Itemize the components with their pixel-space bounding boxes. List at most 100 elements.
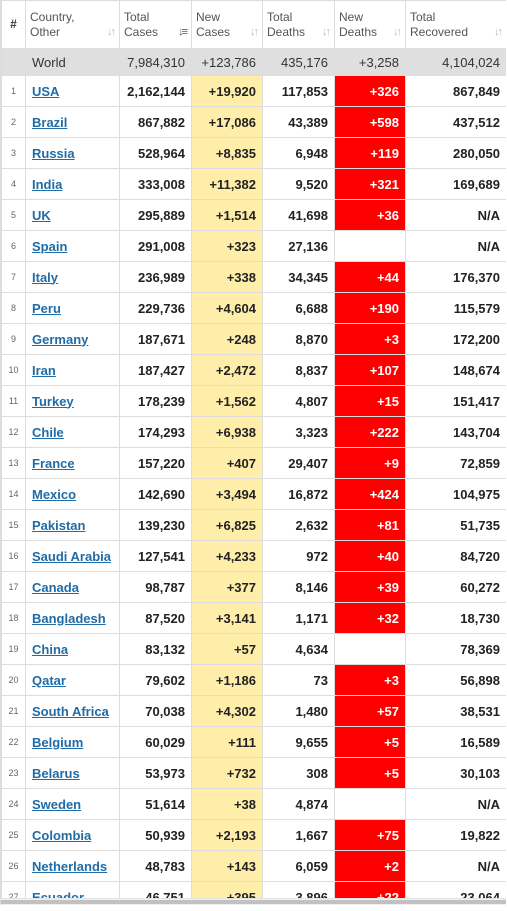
total-cases-cell: 139,230 <box>119 509 192 541</box>
sort-arrows-icon[interactable]: ↓↑ <box>322 26 331 38</box>
country-link[interactable]: Germany <box>32 331 89 347</box>
country-link[interactable]: Italy <box>32 269 59 285</box>
new-deaths-cell <box>334 788 406 820</box>
new-cases-header[interactable]: New Cases ↓↑ <box>191 0 263 49</box>
sort-arrows-icon[interactable]: ↓↑ <box>494 26 503 38</box>
country-link[interactable]: Turkey <box>32 393 74 409</box>
total-recovered-cell: 437,512 <box>405 106 506 138</box>
table-row: 18 Bangladesh 87,520 +3,141 1,171 +32 18,730 <box>1 602 506 634</box>
new-deaths-header[interactable]: New Deaths ↓↑ <box>334 0 406 49</box>
total-deaths-cell: 6,948 <box>262 137 335 169</box>
total-deaths-cell: 1,171 <box>262 602 335 634</box>
new-deaths-cell: +75 <box>334 819 406 851</box>
rank-cell: 13 <box>1 447 26 479</box>
total-recovered-cell: 18,730 <box>405 602 506 634</box>
country-link[interactable]: Qatar <box>32 672 66 688</box>
rank-cell: 11 <box>1 385 26 417</box>
total-recovered-header[interactable]: Total Recovered ↓↑ <box>405 0 506 49</box>
country-link[interactable]: Spain <box>32 238 68 254</box>
country-link[interactable]: Peru <box>32 300 61 316</box>
total-recovered-cell: 19,822 <box>405 819 506 851</box>
rank-cell: 4 <box>1 168 26 200</box>
country-cell: UK <box>25 199 120 231</box>
table-row: 23 Belarus 53,973 +732 308 +5 30,103 <box>1 757 506 789</box>
country-link[interactable]: France <box>32 455 75 471</box>
country-link[interactable]: Belgium <box>32 734 84 750</box>
table-row: 12 Chile 174,293 +6,938 3,323 +222 143,704 <box>1 416 506 448</box>
scrollbar-thumb[interactable] <box>1 900 506 904</box>
country-link[interactable]: India <box>32 176 63 192</box>
country-link[interactable]: Pakistan <box>32 517 86 533</box>
total-recovered-cell: 867,849 <box>405 75 506 107</box>
total-deaths-cell: 29,407 <box>262 447 335 479</box>
new-cases-cell: +407 <box>191 447 263 479</box>
total-deaths-cell: 1,480 <box>262 695 335 727</box>
country-link[interactable]: Netherlands <box>32 858 108 874</box>
new-deaths-cell: +32 <box>334 602 406 634</box>
new-cases-cell: +248 <box>191 323 263 355</box>
total-cases-header[interactable]: Total Cases ↓≡ <box>119 0 192 49</box>
country-link[interactable]: Belarus <box>32 765 80 781</box>
sort-arrows-icon[interactable]: ↓↑ <box>393 26 402 38</box>
total-cases-cell: 98,787 <box>119 571 192 603</box>
header-label-line2: Deaths <box>267 24 306 39</box>
header-label: # <box>10 17 17 31</box>
table-row: 14 Mexico 142,690 +3,494 16,872 +424 104,975 <box>1 478 506 510</box>
total-recovered-cell: 84,720 <box>405 540 506 572</box>
total-recovered-cell: 16,589 <box>405 726 506 758</box>
horizontal-scrollbar[interactable] <box>1 898 506 905</box>
new-deaths-cell: +5 <box>334 726 406 758</box>
country-cell: India <box>25 168 120 200</box>
table-row: 16 Saudi Arabia 127,541 +4,233 972 +40 84,720 <box>1 540 506 572</box>
new-deaths-cell: +5 <box>334 757 406 789</box>
new-cases-cell: +3,141 <box>191 602 263 634</box>
new-deaths-cell: +598 <box>334 106 406 138</box>
total-cases-cell: 867,882 <box>119 106 192 138</box>
table-row: 26 Netherlands 48,783 +143 6,059 +2 N/A <box>1 850 506 882</box>
total-cases-cell: 142,690 <box>119 478 192 510</box>
country-link[interactable]: UK <box>32 207 51 223</box>
country-link[interactable]: Mexico <box>32 486 77 502</box>
rank-cell: 9 <box>1 323 26 355</box>
total-deaths-cell: 6,688 <box>262 292 335 324</box>
country-cell: USA <box>25 75 120 107</box>
sort-arrows-icon[interactable]: ↓↑ <box>107 26 116 38</box>
rank-cell <box>1 48 26 76</box>
total-deaths-cell: 8,146 <box>262 571 335 603</box>
total-cases-cell: 50,939 <box>119 819 192 851</box>
country-link[interactable]: China <box>32 641 69 657</box>
new-cases-cell: +1,562 <box>191 385 263 417</box>
country-link[interactable]: Iran <box>32 362 56 378</box>
header-label-line1: New <box>339 9 364 24</box>
country-link[interactable]: Chile <box>32 424 64 440</box>
sort-desc-active-icon[interactable]: ↓≡ <box>178 26 188 38</box>
table-row: 6 Spain 291,008 +323 27,136 N/A <box>1 230 506 262</box>
country-link[interactable]: Sweden <box>32 796 82 812</box>
total-deaths-cell: 1,667 <box>262 819 335 851</box>
total-deaths-cell: 4,807 <box>262 385 335 417</box>
country-header[interactable]: Country, Other ↓↑ <box>25 0 120 49</box>
sort-arrows-icon[interactable]: ↓↑ <box>250 26 259 38</box>
country-link[interactable]: Brazil <box>32 114 68 130</box>
table-row: 20 Qatar 79,602 +1,186 73 +3 56,898 <box>1 664 506 696</box>
rank-cell: 24 <box>1 788 26 820</box>
header-label-line2: Cases <box>196 24 231 39</box>
country-link[interactable]: Canada <box>32 579 79 595</box>
country-link[interactable]: South Africa <box>32 703 109 719</box>
country-link[interactable]: Colombia <box>32 827 92 843</box>
total-deaths-header[interactable]: Total Deaths ↓↑ <box>262 0 335 49</box>
country-link[interactable]: Russia <box>32 145 75 161</box>
total-recovered-cell: 4,104,024 <box>405 48 506 76</box>
total-deaths-cell: 34,345 <box>262 261 335 293</box>
table-row: 3 Russia 528,964 +8,835 6,948 +119 280,050 <box>1 137 506 169</box>
table-row: 8 Peru 229,736 +4,604 6,688 +190 115,579 <box>1 292 506 324</box>
total-cases-cell: 53,973 <box>119 757 192 789</box>
header-label-line2: Cases <box>124 24 159 39</box>
rank-cell: 7 <box>1 261 26 293</box>
country-link[interactable]: Saudi Arabia <box>32 548 111 564</box>
country-link[interactable]: USA <box>32 83 60 99</box>
new-deaths-cell: +107 <box>334 354 406 386</box>
country-link[interactable]: Bangladesh <box>32 610 106 626</box>
header-label-line1: New <box>196 9 221 24</box>
total-cases-cell: 60,029 <box>119 726 192 758</box>
